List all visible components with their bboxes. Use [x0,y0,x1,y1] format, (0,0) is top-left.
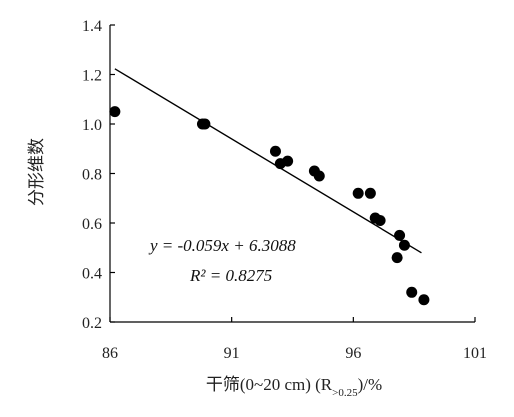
r-squared-label: R² = 0.8275 [189,266,272,285]
data-point [406,286,418,298]
x-tick-label: 91 [224,345,240,362]
data-point [374,215,386,227]
trendline [114,68,422,254]
data-point [398,239,410,251]
data-point [199,118,211,130]
y-tick-label: 0.2 [82,315,102,332]
y-axis-title: 分形维数 [27,138,46,206]
data-point [391,252,403,264]
x-axis-title: 干筛(0~20 cm) (R>0.25)/% [206,375,382,399]
y-tick-label: 1.0 [82,117,102,134]
y-tick-label: 1.4 [82,18,102,35]
data-point [282,155,294,167]
trendline-equation: y = -0.059x + 6.3088 [148,236,296,255]
x-tick-label: 101 [463,345,487,362]
data-point [364,187,376,199]
x-tick-label: 96 [345,345,361,362]
data-point [109,106,121,118]
data-point [313,170,325,182]
x-tick-label: 86 [102,345,118,362]
data-points [109,106,430,306]
y-ticks: 0.2 0.4 0.6 0.8 1.0 1.2 1.4 [82,18,115,332]
data-point [269,145,281,157]
x-ticks: 86 91 96 101 [102,317,487,362]
axes [109,25,475,323]
y-tick-label: 0.8 [82,167,102,184]
y-tick-label: 1.2 [82,68,102,85]
data-point [394,229,406,241]
data-point [352,187,364,199]
data-point [418,294,430,306]
y-tick-label: 0.6 [82,216,102,233]
y-tick-label: 0.4 [82,266,102,283]
trendline-group [114,68,422,254]
